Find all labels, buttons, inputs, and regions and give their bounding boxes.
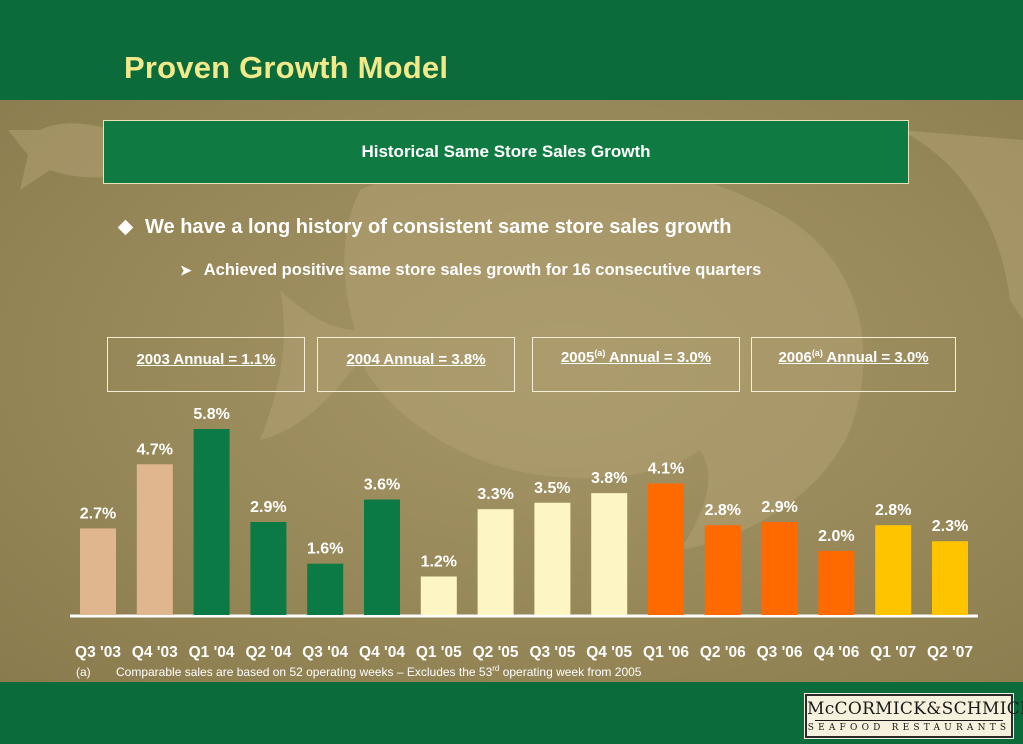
data-label-10: 4.1% — [648, 461, 684, 478]
bar-0 — [80, 528, 116, 615]
tick-label-12: Q3 '06 — [757, 644, 803, 661]
bar-12 — [761, 522, 798, 615]
bar-1 — [136, 464, 173, 615]
data-label-14: 2.8% — [875, 502, 911, 519]
bar-2 — [193, 429, 230, 615]
header-band — [0, 0, 1023, 100]
bar-8 — [534, 502, 571, 615]
chart-subtitle: Historical Same Store Sales Growth — [361, 142, 651, 161]
tick-label-9: Q4 '05 — [586, 644, 632, 661]
bar-15 — [932, 541, 968, 615]
data-label-13: 2.0% — [818, 528, 854, 545]
bullet-main: We have a long history of consistent sam… — [117, 216, 732, 239]
data-label-12: 2.9% — [761, 499, 797, 516]
footnote: (a) Comparable sales are based on 52 oper… — [76, 664, 642, 679]
tick-label-6: Q1 '05 — [416, 644, 462, 661]
tick-label-4: Q3 '04 — [302, 644, 348, 661]
tick-label-14: Q1 '07 — [870, 644, 916, 661]
data-label-4: 1.6% — [307, 541, 343, 558]
data-label-15: 2.3% — [932, 518, 968, 535]
data-label-6: 1.2% — [421, 554, 457, 571]
tick-label-5: Q4 '04 — [359, 644, 405, 661]
bar-11 — [704, 525, 741, 615]
tick-label-8: Q3 '05 — [529, 644, 575, 661]
bar-7 — [477, 509, 514, 615]
tick-label-15: Q2 '07 — [927, 644, 973, 661]
annual-box-2004: 2004 Annual = 3.8% — [317, 337, 515, 392]
company-logo: McCORMICK&SCHMICK'S SEAFOOD RESTAURANTS — [804, 693, 1023, 739]
data-label-1: 4.7% — [137, 441, 173, 458]
annual-box-2003: 2003 Annual = 1.1% — [107, 337, 305, 392]
annual-box-2005: 2005(a) Annual = 3.0% — [532, 337, 740, 392]
tick-label-1: Q4 '03 — [132, 644, 178, 661]
slide-title: Proven Growth Model — [124, 50, 449, 85]
data-label-8: 3.5% — [534, 480, 570, 497]
tick-label-2: Q1 '04 — [189, 644, 235, 661]
bar-4 — [307, 563, 344, 615]
data-label-9: 3.8% — [591, 470, 627, 487]
logo-tagline: SEAFOOD RESTAURANTS — [807, 723, 1011, 733]
arrow-bullet-icon: ➤ — [180, 262, 192, 278]
tick-label-10: Q1 '06 — [643, 644, 689, 661]
logo-name: McCORMICK&SCHMICK'S — [807, 699, 1023, 719]
tick-label-11: Q2 '06 — [700, 644, 746, 661]
chart-subtitle-banner: Historical Same Store Sales Growth — [103, 120, 909, 184]
tick-label-3: Q2 '04 — [245, 644, 291, 661]
annual-box-2006: 2006(a) Annual = 3.0% — [751, 337, 956, 392]
bar-9 — [591, 493, 628, 615]
bar-3 — [250, 522, 287, 615]
bullet-main-text: We have a long history of consistent sam… — [145, 216, 732, 238]
data-label-5: 3.6% — [364, 477, 400, 494]
bar-14 — [875, 525, 912, 615]
bar-5 — [364, 499, 400, 615]
bar-6 — [420, 576, 457, 615]
data-label-3: 2.9% — [250, 499, 286, 516]
data-label-2: 5.8% — [193, 406, 229, 423]
tick-label-13: Q4 '06 — [813, 644, 859, 661]
bar-10 — [648, 483, 684, 615]
tick-label-0: Q3 '03 — [75, 644, 121, 661]
data-label-11: 2.8% — [705, 502, 741, 519]
data-label-0: 2.7% — [80, 505, 116, 522]
bullet-sub-text: Achieved positive same store sales growt… — [203, 261, 762, 279]
bar-13 — [818, 550, 855, 615]
bullet-sub: ➤ Achieved positive same store sales gro… — [180, 261, 761, 280]
tick-label-7: Q2 '05 — [473, 644, 519, 661]
data-label-7: 3.3% — [477, 486, 513, 503]
